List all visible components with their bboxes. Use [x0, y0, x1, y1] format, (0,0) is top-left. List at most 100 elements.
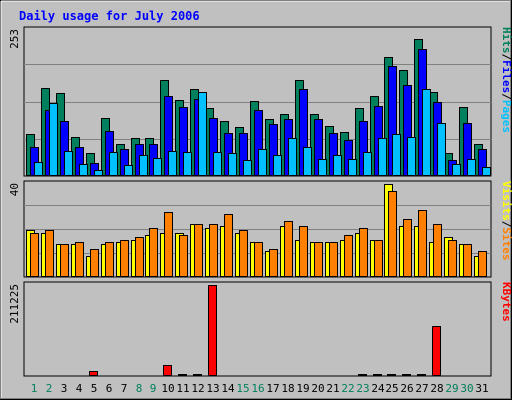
visits-panel-bar-sites-day-13 — [209, 224, 218, 277]
visits-panel-bar-sites-day-29 — [448, 240, 457, 277]
hits-panel-bar-pages-day-15 — [243, 160, 252, 176]
hits-panel-bar-pages-day-18 — [288, 138, 297, 176]
hits-panel-bar-pages-day-29 — [452, 164, 461, 176]
hits-panel-bar-pages-day-21 — [333, 155, 342, 176]
visits-panel-bar-sites-day-18 — [284, 221, 293, 277]
hits-panel-bar-pages-day-31 — [482, 167, 491, 176]
x-tick-label-day-15: 15 — [236, 382, 249, 395]
hits-panel-bar-pages-day-2 — [49, 103, 58, 176]
hits-panel-bar-pages-day-16 — [258, 149, 267, 176]
hits-panel-bar-pages-day-5 — [94, 170, 103, 176]
visits-panel-bar-sites-day-20 — [314, 242, 323, 277]
x-tick-label-day-20: 20 — [311, 382, 324, 395]
x-tick-label-day-17: 17 — [266, 382, 279, 395]
visits-panel-bar-sites-day-6 — [105, 242, 114, 277]
visits-panel-bar-sites-day-10 — [164, 212, 173, 277]
visits-panel-bar-sites-day-23 — [359, 228, 368, 277]
kbytes-panel-bar-kbytes-day-10 — [163, 365, 172, 376]
kbytes-panel-bar-kbytes-day-13 — [208, 285, 217, 376]
hits-panel-bar-pages-day-10 — [168, 151, 177, 176]
hits-panel-ymax-label: 253 — [8, 29, 21, 49]
visits-panel-bar-sites-day-25 — [388, 191, 397, 277]
visits-panel-bar-sites-day-21 — [329, 242, 338, 277]
x-tick-label-day-31: 31 — [475, 382, 488, 395]
hits-panel-bar-pages-day-13 — [213, 152, 222, 176]
hits-panel-bar-pages-day-9 — [153, 158, 162, 176]
visits-panel-bar-sites-day-4 — [75, 242, 84, 277]
hits-panel-bar-pages-day-22 — [348, 159, 357, 176]
visits-panel-bar-sites-day-12 — [194, 224, 203, 277]
hits-panel-bar-pages-day-17 — [273, 155, 282, 176]
legend-pages: Pages — [500, 100, 512, 133]
visits-panel-bar-sites-day-31 — [478, 251, 487, 277]
x-tick-label-day-30: 30 — [460, 382, 473, 395]
hits-panel-bar-pages-day-4 — [79, 164, 88, 176]
x-tick-label-day-14: 14 — [221, 382, 235, 395]
x-tick-label-day-27: 27 — [415, 382, 428, 395]
x-tick-label-day-12: 12 — [191, 382, 204, 395]
hits-panel-bar-pages-day-24 — [378, 138, 387, 176]
x-tick-label-day-26: 26 — [400, 382, 413, 395]
kbytes-panel-bar-kbytes-day-12 — [193, 374, 202, 376]
x-tick-label-day-28: 28 — [430, 382, 443, 395]
visits-panel-bar-sites-day-27 — [418, 210, 427, 277]
hits-panel-bar-pages-day-6 — [109, 152, 118, 176]
legend-separator: / — [500, 221, 512, 228]
hits-panel-bar-pages-day-8 — [139, 155, 148, 176]
x-tick-label-day-8: 8 — [136, 382, 143, 395]
legend-hits: Hits — [500, 27, 512, 54]
hits-panel-bar-pages-day-30 — [467, 159, 476, 176]
visits-panel-bar-sites-day-1 — [30, 233, 39, 277]
kbytes-panel-bar-kbytes-day-24 — [373, 374, 382, 376]
legend-sites: Sites — [500, 227, 512, 260]
visits-panel-bar-sites-day-11 — [179, 235, 188, 277]
visits-panel-side-legend: Visits/Sites — [500, 181, 512, 261]
x-tick-label-day-4: 4 — [76, 382, 83, 395]
x-tick-label-day-11: 11 — [176, 382, 189, 395]
hits-panel-bar-pages-day-14 — [228, 153, 237, 176]
x-tick-label-day-21: 21 — [326, 382, 339, 395]
kbytes-panel-bar-kbytes-day-28 — [432, 326, 441, 376]
x-tick-label-day-19: 19 — [296, 382, 309, 395]
kbytes-panel-bar-kbytes-day-27 — [417, 374, 426, 376]
visits-panel-bar-sites-day-28 — [433, 224, 442, 277]
legend-kbytes: KBytes — [500, 282, 512, 322]
hits-panel-bar-pages-day-26 — [407, 137, 416, 176]
visits-panel-bar-sites-day-15 — [239, 230, 248, 277]
kbytes-panel-area — [23, 281, 492, 377]
kbytes-panel-bar-kbytes-day-23 — [358, 374, 367, 376]
hits-panel-bar-pages-day-19 — [303, 147, 312, 176]
hits-panel-bar-pages-day-23 — [363, 152, 372, 176]
visits-panel-bar-sites-day-16 — [254, 242, 263, 277]
x-tick-label-day-9: 9 — [150, 382, 157, 395]
hits-panel-bar-pages-day-28 — [437, 123, 446, 176]
hits-panel-bar-pages-day-27 — [422, 89, 431, 176]
x-tick-label-day-16: 16 — [251, 382, 264, 395]
visits-panel-bar-sites-day-2 — [45, 230, 54, 277]
x-tick-label-day-6: 6 — [106, 382, 113, 395]
visits-panel-bar-sites-day-14 — [224, 214, 233, 277]
x-tick-label-day-1: 1 — [31, 382, 38, 395]
hits-panel-bar-pages-day-1 — [34, 162, 43, 176]
visits-panel-bar-sites-day-22 — [344, 235, 353, 277]
x-tick-label-day-25: 25 — [385, 382, 398, 395]
kbytes-panel-side-legend: KBytes — [500, 282, 512, 322]
hits-panel-bar-pages-day-12 — [198, 92, 207, 176]
x-tick-label-day-3: 3 — [61, 382, 68, 395]
visits-panel-ymax-label: 40 — [8, 183, 21, 196]
hits-panel-bar-pages-day-3 — [64, 151, 73, 176]
legend-visits: Visits — [500, 181, 512, 221]
kbytes-panel-ymax-label: 211225 — [8, 284, 21, 324]
hits-panel-bar-pages-day-7 — [124, 165, 133, 176]
x-tick-label-day-13: 13 — [206, 382, 219, 395]
x-tick-label-day-18: 18 — [281, 382, 294, 395]
chart-title: Daily usage for July 2006 — [19, 9, 200, 23]
visits-panel-bar-sites-day-8 — [135, 237, 144, 277]
legend-separator: / — [500, 54, 512, 61]
kbytes-panel-bar-kbytes-day-5 — [89, 371, 98, 376]
legend-separator: / — [500, 93, 512, 100]
visits-panel-bar-sites-day-5 — [90, 249, 99, 277]
x-tick-label-day-2: 2 — [46, 382, 53, 395]
